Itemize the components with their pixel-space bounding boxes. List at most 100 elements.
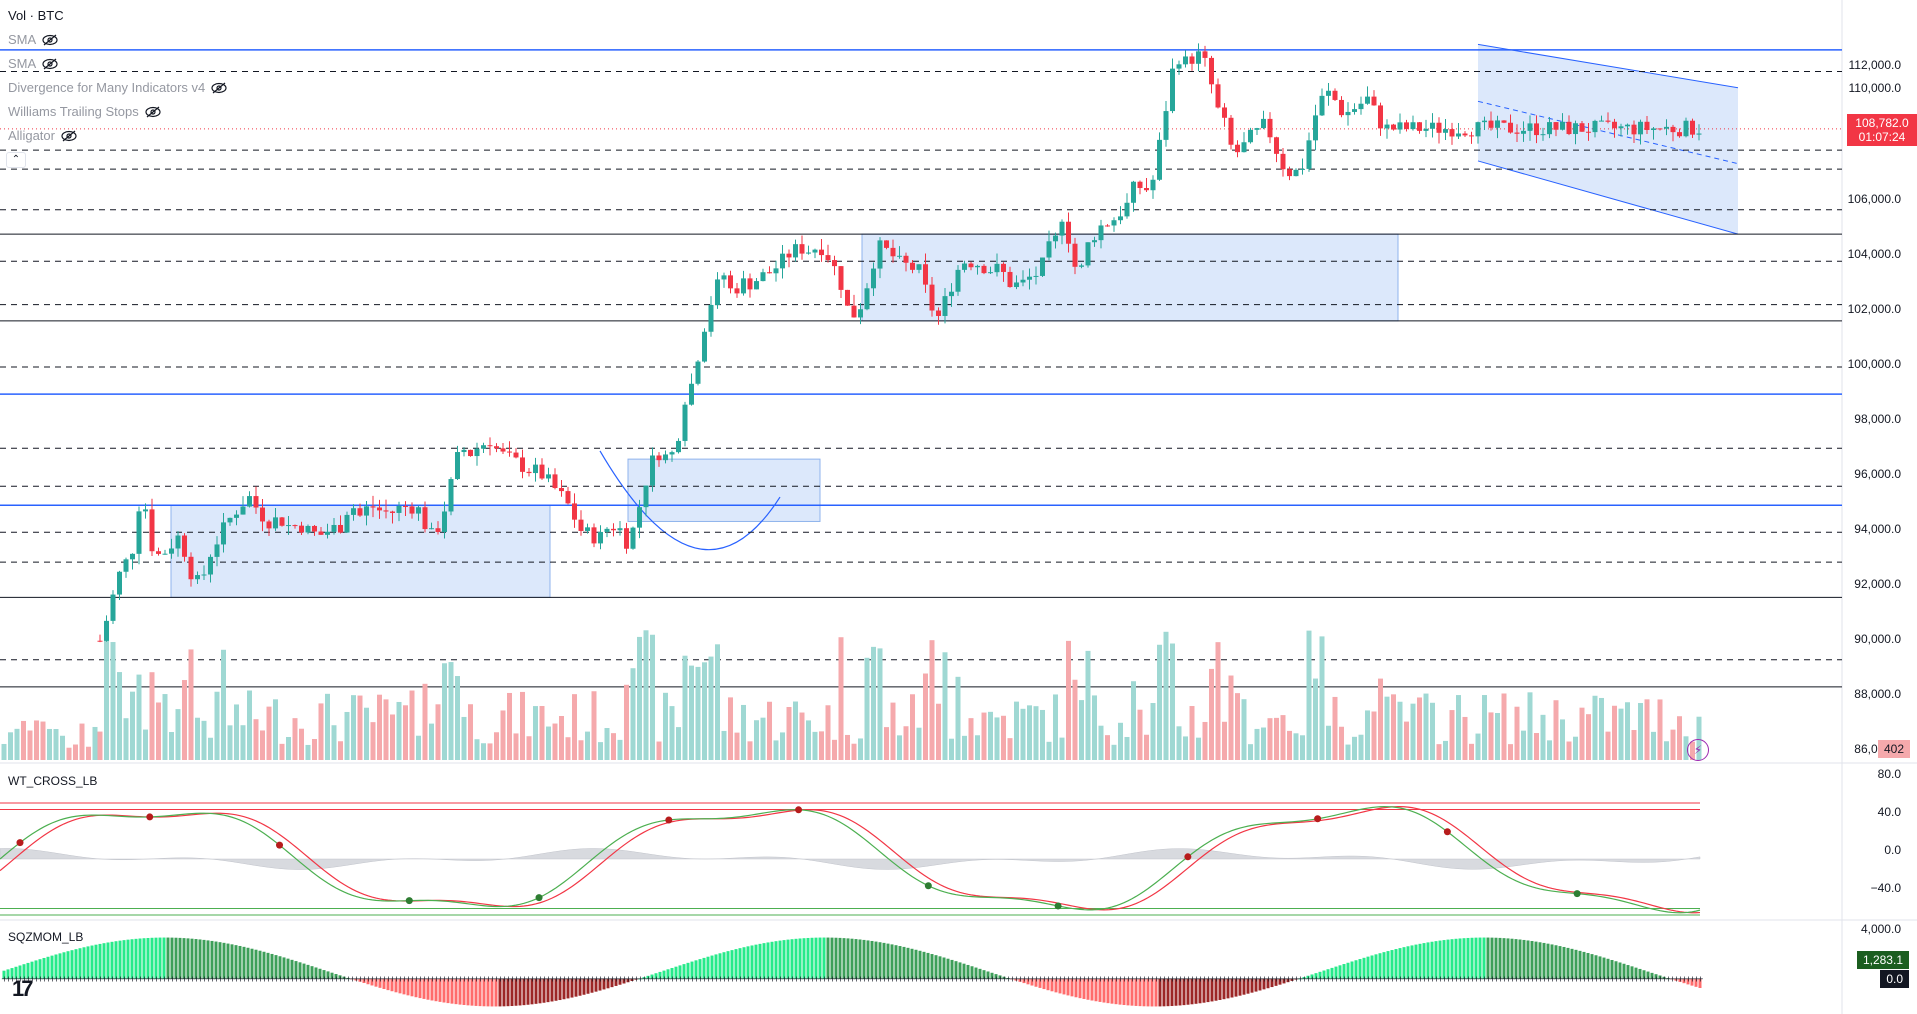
sqz-zero-cross: + — [313, 974, 320, 983]
sqz-bar — [354, 978, 358, 981]
sqz-zero-cross: + — [329, 974, 336, 983]
sqz-bar — [1526, 940, 1530, 979]
legend-sma-2[interactable]: SMA — [8, 56, 58, 72]
sqz-zero-cross: + — [1001, 974, 1008, 983]
candle-body — [1222, 107, 1227, 118]
sqz-bar — [810, 937, 814, 979]
sqz-zero-cross: + — [641, 974, 648, 983]
sqz-bar — [886, 943, 890, 979]
sqz-zero-cross: + — [517, 974, 524, 983]
candle-body — [656, 455, 662, 461]
sqz-zero-cross: + — [1361, 974, 1368, 983]
candle-body — [572, 503, 577, 520]
sqz-bar — [1046, 978, 1050, 991]
sqz-zero-cross: + — [1073, 974, 1080, 983]
candle-body — [819, 249, 824, 256]
sqz-zero-cross: + — [1513, 974, 1520, 983]
sqz-bar — [194, 939, 198, 979]
candle-body — [559, 488, 564, 492]
eye-hidden-icon[interactable] — [42, 58, 58, 70]
candle-body — [949, 291, 954, 297]
legend-vol-title: Vol · BTC — [8, 8, 64, 23]
volume-bar — [494, 732, 499, 760]
sqz-bar — [342, 976, 346, 979]
volume-bar — [903, 726, 909, 760]
wt-cross-dot — [146, 813, 154, 821]
legend-sma-1[interactable]: SMA — [8, 32, 58, 48]
sqz-bar — [314, 967, 318, 979]
sqz-zero-cross: + — [1193, 974, 1200, 983]
lightning-icon[interactable]: ⚡ — [1687, 739, 1709, 761]
volume-bar — [1547, 740, 1552, 760]
sqz-bar — [1382, 952, 1386, 979]
sqz-zero-cross: + — [873, 974, 880, 983]
sqz-zero-cross: + — [1157, 974, 1164, 983]
sqz-bar — [542, 978, 546, 1003]
sqz-zero-cross: + — [901, 974, 908, 983]
eye-hidden-icon[interactable] — [42, 34, 58, 46]
sqz-zero-cross: + — [1269, 974, 1276, 983]
volume-bar — [916, 727, 922, 760]
candle-body — [364, 506, 369, 516]
eye-hidden-icon[interactable] — [145, 106, 161, 118]
legend-alligator[interactable]: Alligator — [8, 128, 77, 144]
tradingview-logo[interactable]: 17 — [12, 976, 34, 1001]
volume-bar — [1157, 644, 1162, 760]
sqz-zero-cross: + — [1117, 974, 1124, 983]
sqz-bar — [166, 937, 170, 979]
candle-body — [786, 253, 792, 258]
candle-body — [227, 517, 233, 523]
sqz-bar — [1338, 965, 1342, 979]
candle-body — [1144, 188, 1149, 191]
sqz-bar — [402, 978, 406, 995]
volume-bar — [266, 706, 272, 760]
sqz-zero-cross: + — [269, 974, 276, 983]
collapse-legend-button[interactable]: ⌃ — [6, 152, 26, 168]
sqz-zero-cross: + — [5, 974, 12, 983]
sqz-zero-cross: + — [169, 974, 176, 983]
candle-body — [1215, 84, 1221, 108]
sqz-zero-cross: + — [577, 974, 584, 983]
sqz-bar — [1074, 978, 1078, 998]
legend-williams[interactable]: Williams Trailing Stops — [8, 104, 161, 120]
sqz-zero-cross: + — [1093, 974, 1100, 983]
volume-bar — [383, 699, 389, 760]
sqz-zero-cross: + — [1429, 974, 1436, 983]
candle-body — [1053, 235, 1058, 242]
volume-bar — [1332, 696, 1338, 760]
sqz-bar — [282, 957, 286, 979]
sqz-bar — [762, 943, 766, 979]
legend-divergence[interactable]: Divergence for Many Indicators v4 — [8, 80, 227, 96]
volume-bar — [1144, 734, 1149, 760]
sqz-bar — [546, 978, 550, 1003]
sqz-zero-cross: + — [529, 974, 536, 983]
sqz-zero-cross: + — [53, 974, 60, 983]
volume-bar — [1657, 699, 1663, 760]
sqz-zero-cross: + — [357, 974, 364, 983]
eye-hidden-icon[interactable] — [211, 82, 227, 94]
eye-hidden-icon[interactable] — [61, 130, 77, 142]
sqz-bar — [198, 939, 202, 979]
sqz-bar — [1118, 978, 1122, 1005]
sqz-bar — [730, 950, 734, 979]
sqz-zero-cross: + — [413, 974, 420, 983]
sqz-bar — [1482, 937, 1486, 979]
sqz-zero-cross: + — [961, 974, 968, 983]
candle-body — [1202, 51, 1208, 58]
sqz-zero-cross: + — [1, 974, 8, 983]
candle-body — [552, 474, 558, 489]
sqz-bar — [1662, 976, 1666, 979]
candle-body — [760, 272, 766, 282]
sqz-bar — [686, 962, 690, 979]
volume-bar — [786, 707, 792, 760]
candle-body — [97, 640, 103, 642]
sqz-zero-cross: + — [1249, 974, 1256, 983]
sqz-zero-cross: + — [741, 974, 748, 983]
volume-bar — [1306, 630, 1312, 760]
candle-body — [1339, 99, 1344, 116]
candle-body — [162, 553, 168, 555]
volume-bar — [1605, 731, 1611, 760]
candle-body — [1150, 179, 1156, 191]
candle-body — [513, 452, 519, 458]
